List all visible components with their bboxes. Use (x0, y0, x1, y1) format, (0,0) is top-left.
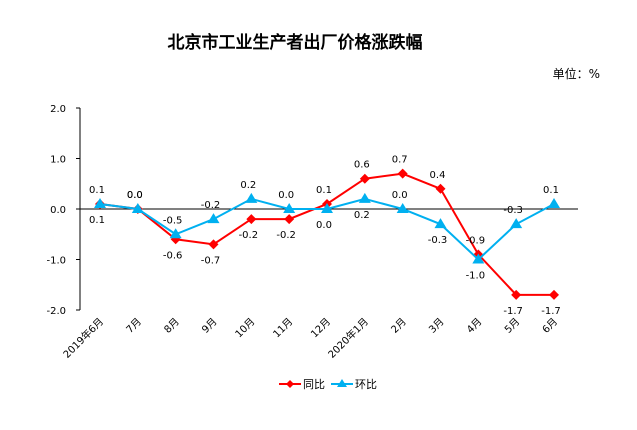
x-tick-label: 4月 (464, 316, 484, 336)
data-label: 0.1 (316, 185, 332, 196)
y-tick-label: -1.0 (46, 256, 66, 267)
x-tick-label: 9月 (200, 316, 220, 336)
series-point-diamond (511, 289, 522, 300)
series-point-triangle (245, 192, 258, 203)
legend-label: 同比 (303, 378, 325, 391)
x-tick-label: 8月 (162, 316, 182, 336)
legend-marker-diamond (286, 380, 294, 388)
data-label: 0.4 (430, 170, 446, 181)
series-point-diamond (208, 239, 219, 250)
legend-label: 环比 (355, 378, 377, 391)
data-label: -1.7 (541, 306, 561, 317)
x-tick-label: 2月 (389, 316, 409, 336)
x-tick-label: 3月 (427, 316, 447, 336)
data-label: -0.2 (239, 230, 259, 241)
x-tick-label: 2019年6月 (60, 315, 106, 361)
series-point-triangle (169, 228, 182, 239)
series-point-triangle (510, 218, 523, 229)
data-label: 0.0 (127, 190, 143, 201)
series-point-triangle (396, 203, 409, 213)
series-point-triangle (434, 218, 447, 229)
y-tick-label: 1.0 (50, 155, 66, 166)
data-label: -0.3 (503, 205, 523, 216)
series-point-triangle (94, 197, 106, 208)
data-label: 0.1 (89, 215, 105, 226)
x-tick-label: 2020年1月 (325, 315, 371, 361)
series-point-diamond (359, 173, 370, 184)
series-point-triangle (283, 203, 296, 213)
x-tick-label: 11月 (271, 316, 296, 341)
x-tick-label: 6月 (540, 316, 560, 336)
data-label: -0.6 (163, 250, 183, 261)
data-label: 0.0 (278, 190, 294, 201)
data-label: -0.7 (201, 255, 221, 266)
data-label: -0.5 (163, 215, 183, 226)
data-label: -0.2 (276, 230, 296, 241)
y-tick-label: 0.0 (50, 205, 66, 216)
data-label: -1.7 (503, 306, 523, 317)
series-layer: 0.1 0.0 -0.6 -0.7 -0.2 -0.2 0.1 0.6 0.7 0.4 -0.9 -1… (89, 155, 561, 317)
data-label: -0.3 (428, 235, 448, 246)
x-tick-label: 7月 (124, 316, 144, 336)
data-label: -1.0 (466, 271, 486, 282)
series-point-diamond (397, 168, 408, 179)
data-label: 0.6 (354, 160, 370, 171)
x-tick-label: 5月 (502, 316, 522, 336)
data-label: 0.0 (316, 220, 332, 231)
data-label: 0.0 (127, 190, 143, 201)
unit-label: 单位：% (553, 66, 600, 81)
legend: 同比 环比 (279, 378, 377, 391)
y-tick-label: 2.0 (50, 104, 66, 115)
y-tick-label: -2.0 (46, 306, 66, 317)
series-point-diamond (435, 183, 446, 194)
series-point-triangle (131, 203, 144, 213)
series-point-triangle (321, 203, 333, 213)
data-label: -0.2 (201, 200, 221, 211)
data-label: 0.7 (392, 155, 408, 166)
series-point-triangle (358, 192, 371, 203)
series-point-diamond (284, 214, 295, 225)
data-label: 0.2 (354, 210, 370, 221)
series-point-diamond (549, 289, 559, 300)
data-label: 0.1 (89, 185, 105, 196)
legend-marker-triangle (337, 379, 347, 387)
x-tick-label: 12月 (309, 316, 334, 341)
series-point-triangle (548, 197, 560, 208)
data-label: 0.0 (392, 190, 408, 201)
x-tick-label: 10月 (233, 316, 258, 341)
data-label: 0.2 (240, 180, 256, 191)
series-point-triangle (472, 253, 485, 264)
chart-title: 北京市工业生产者出厂价格涨跌幅 (168, 32, 423, 53)
data-label: -0.9 (466, 235, 486, 246)
y-ticks: 2.0 1.0 0.0 -1.0 -2.0 (46, 104, 80, 317)
data-label: 0.1 (543, 185, 559, 196)
series-point-triangle (207, 213, 220, 224)
series-point-diamond (246, 214, 257, 225)
